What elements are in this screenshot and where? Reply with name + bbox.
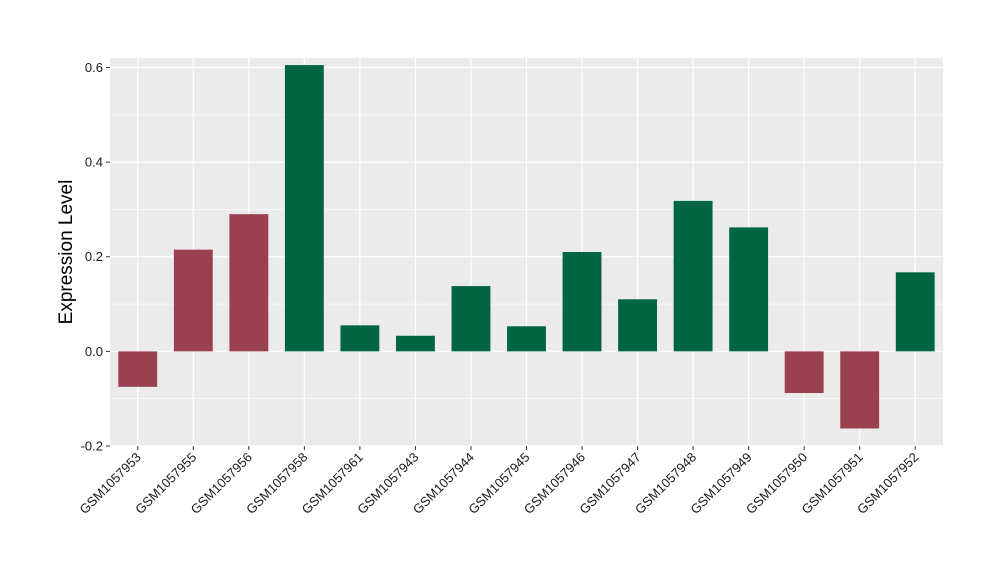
bar-GSM1057958 [284, 65, 324, 352]
y-tick-label: 0.2 [85, 249, 103, 264]
y-axis-title: Expression Level [56, 180, 77, 325]
bar-GSM1057946 [562, 252, 602, 352]
x-axis: GSM1057953GSM1057955GSM1057956GSM1057958… [77, 446, 921, 517]
bar-GSM1057943 [395, 335, 435, 352]
bar-GSM1057961 [340, 325, 380, 352]
bar-GSM1057951 [840, 351, 880, 429]
bars [118, 65, 935, 429]
bar-GSM1057944 [451, 286, 491, 352]
y-tick-label: 0.0 [85, 344, 103, 359]
bar-GSM1057947 [618, 299, 658, 352]
bar-GSM1057945 [507, 326, 546, 352]
y-tick-label: 0.6 [85, 60, 103, 75]
y-tick-label: 0.4 [85, 155, 103, 170]
y-tick-label: -0.2 [81, 439, 103, 454]
bar-GSM1057955 [173, 249, 213, 352]
bar-GSM1057948 [673, 200, 713, 352]
bar-GSM1057952 [895, 272, 935, 352]
y-axis: -0.2 0.0 0.2 0.4 0.6 [81, 60, 110, 454]
bar-GSM1057953 [118, 351, 158, 387]
bar-GSM1057956 [229, 214, 269, 352]
bar-GSM1057949 [729, 227, 769, 352]
bar-GSM1057950 [784, 351, 824, 394]
